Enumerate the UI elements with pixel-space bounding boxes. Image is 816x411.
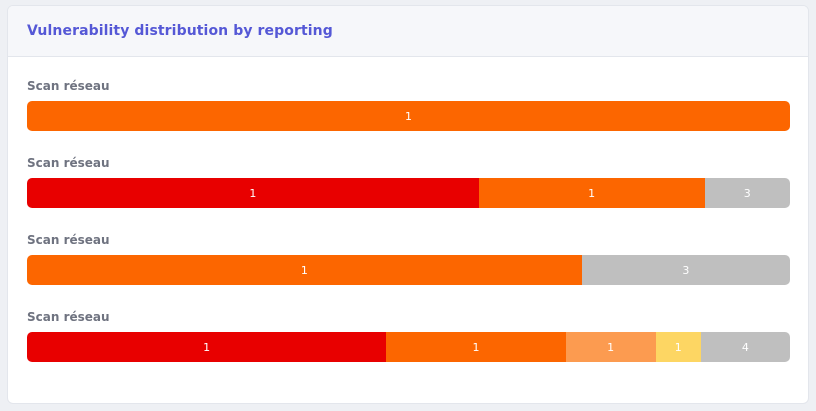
segment-high[interactable]: 1: [27, 255, 582, 285]
report-label: Scan réseau: [27, 79, 110, 93]
segment-high[interactable]: 1: [27, 101, 790, 131]
segment-info[interactable]: 3: [581, 255, 790, 285]
segment-critical[interactable]: 1: [27, 332, 387, 362]
segment-info[interactable]: 3: [704, 178, 790, 208]
report-label: Scan réseau: [27, 156, 110, 170]
segment-low[interactable]: 1: [655, 332, 701, 362]
segment-info[interactable]: 4: [700, 332, 790, 362]
report-label: Scan réseau: [27, 310, 110, 324]
report-row: Scan réseau 1: [27, 78, 790, 131]
segment-high[interactable]: 1: [478, 178, 705, 208]
severity-bar[interactable]: 1: [27, 101, 790, 131]
segment-high[interactable]: 1: [386, 332, 566, 362]
report-label: Scan réseau: [27, 233, 110, 247]
card-header: Vulnerability distribution by reporting: [8, 6, 808, 57]
card-title: Vulnerability distribution by reporting: [27, 23, 333, 39]
segment-medium[interactable]: 1: [565, 332, 656, 362]
segment-critical[interactable]: 1: [27, 178, 479, 208]
vulnerability-distribution-card: Vulnerability distribution by reporting …: [7, 5, 809, 404]
